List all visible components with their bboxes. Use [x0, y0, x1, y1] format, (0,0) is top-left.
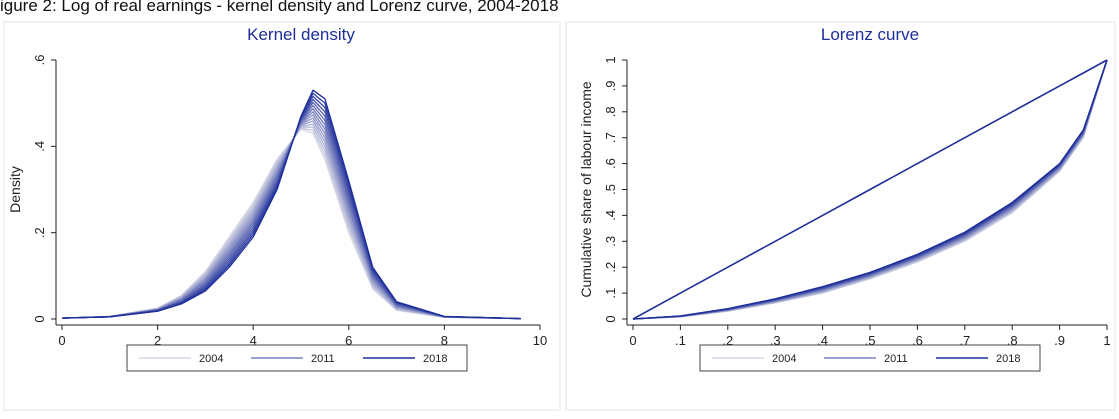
x-tick-label: .5	[865, 333, 876, 348]
legend-label: 2018	[423, 353, 447, 365]
x-tick-label: 1	[1103, 333, 1110, 348]
chart-title: Kernel density	[247, 25, 355, 44]
legend-label: 2011	[884, 353, 908, 365]
y-tick-label: .6	[32, 55, 47, 66]
chart-legend: 2004 2011 2018	[126, 344, 468, 372]
y-tick-label: 1	[603, 56, 618, 63]
legend-label: 2004	[772, 353, 796, 365]
y-tick-label: 0	[603, 315, 618, 322]
y-tick-label: 0	[32, 315, 47, 322]
legend-label: 2018	[996, 353, 1020, 365]
equality-line	[632, 59, 1108, 320]
y-axis-label: Cumulative share of labour income	[578, 81, 594, 298]
legend-label: 2011	[311, 353, 335, 365]
y-tick-label: .4	[32, 141, 47, 152]
x-tick-label: .4	[817, 333, 828, 348]
y-tick-label: .2	[32, 227, 47, 238]
y-axis-label: Density	[7, 166, 23, 213]
series-line-2018	[61, 89, 521, 320]
x-tick-label: .3	[770, 333, 781, 348]
x-tick-label: .9	[1054, 333, 1065, 348]
y-tick-label: .9	[603, 80, 618, 91]
series-line-2018	[632, 59, 1108, 320]
chart-panel-2: Lorenz curve 0 .1 .2 .3 .4 .5 .6 .7 .8 .9 1 0 .1 .2 .3.…	[565, 21, 1116, 411]
x-tick-label: 4	[250, 333, 257, 348]
x-tick-label: .8	[1007, 333, 1018, 348]
y-tick-label: .7	[603, 132, 618, 143]
x-tick-label: .2	[722, 333, 733, 348]
x-tick-label: 8	[441, 333, 448, 348]
x-tick-label: 2	[154, 333, 161, 348]
x-tick-label: 0	[58, 333, 65, 348]
y-tick-label: .5	[603, 184, 618, 195]
legend-label: 2004	[199, 353, 223, 365]
chart-title: Lorenz curve	[821, 25, 919, 44]
x-tick-label: 0	[629, 333, 636, 348]
y-tick-label: .3	[603, 236, 618, 247]
y-tick-label: .2	[603, 262, 618, 273]
y-tick-label: .1	[603, 288, 618, 299]
x-tick-label: 6	[345, 333, 352, 348]
x-tick-label: 10	[533, 333, 547, 348]
chart-legend: 2004 2011 2018	[699, 344, 1041, 372]
x-tick-label: .1	[675, 333, 686, 348]
figure-caption: igure 2: Log of real earnings - kernel d…	[0, 0, 559, 15]
x-tick-label: .7	[959, 333, 970, 348]
y-tick-label: .4	[603, 210, 618, 221]
y-tick-label: .8	[603, 106, 618, 117]
x-tick-label: .6	[912, 333, 923, 348]
y-tick-label: .6	[603, 158, 618, 169]
